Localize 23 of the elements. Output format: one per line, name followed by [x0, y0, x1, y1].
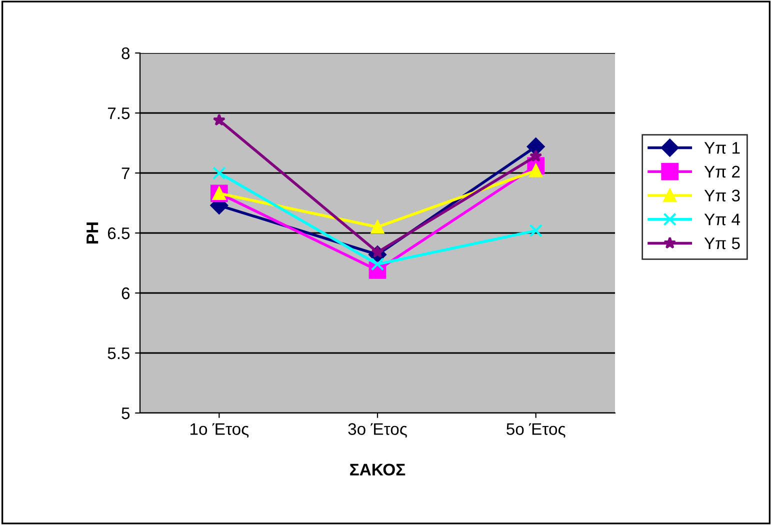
x-tick-label: 1ο Έτος — [190, 423, 249, 438]
y-axis-title: PH — [86, 222, 98, 244]
y-tick-label: 6 — [122, 287, 130, 300]
legend-label: Υπ 4 — [704, 214, 740, 226]
point — [370, 220, 384, 234]
point — [212, 114, 226, 126]
x-tick-label: 3ο Έτος — [348, 423, 407, 438]
point — [212, 166, 226, 180]
y-tick-label: 5 — [122, 408, 130, 420]
y-tick-label: 7 — [122, 168, 130, 180]
y-tick-label: 7.5 — [108, 108, 130, 120]
legend-label: Υπ 3 — [704, 190, 740, 202]
legend-label: Υπ 5 — [704, 238, 740, 250]
y-tick-label: 6.5 — [108, 227, 130, 240]
point — [529, 224, 542, 238]
x-tick-label: 5ο Έτος — [506, 423, 566, 438]
point — [530, 150, 542, 162]
x-axis-title: ΣΑΚΟΣ — [350, 464, 406, 476]
y-tick-label: 8 — [122, 47, 130, 60]
point — [526, 138, 545, 156]
legend-label: Υπ 1 — [704, 142, 740, 154]
legend-label: Υπ 2 — [704, 166, 740, 178]
y-tick-label: 5.5 — [108, 348, 130, 360]
